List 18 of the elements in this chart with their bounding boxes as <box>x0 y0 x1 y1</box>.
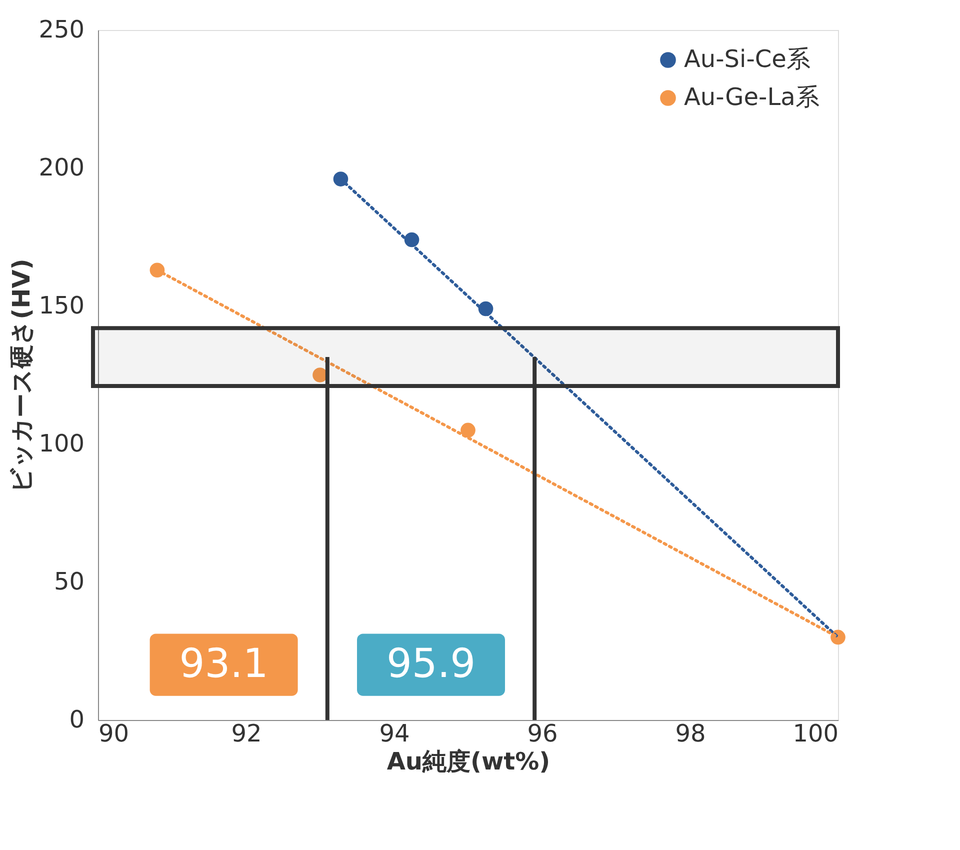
legend-label: Au-Si-Ce系 <box>684 45 810 73</box>
y-tick-label: 0 <box>69 706 84 734</box>
y-tick-label: 250 <box>38 16 84 44</box>
x-tick-label: 94 <box>379 720 410 748</box>
x-tick-label: 96 <box>527 720 558 748</box>
x-axis-title: Au純度(wt%) <box>386 748 550 776</box>
ref-line-label: 93.1 <box>179 640 268 687</box>
ref-line-label: 95.9 <box>386 640 476 687</box>
y-tick-label: 200 <box>38 154 84 182</box>
y-tick-label: 50 <box>54 568 84 596</box>
x-tick-label: 90 <box>98 720 130 748</box>
y-tick-label: 150 <box>38 292 84 320</box>
legend-label: Au-Ge-La系 <box>684 83 820 111</box>
y-axis-title: ビッカース硬さ(HV) <box>8 258 36 492</box>
y-tick-label: 100 <box>38 430 84 458</box>
x-tick-label: 100 <box>792 720 838 748</box>
x-tick-label: 98 <box>675 720 706 748</box>
x-tick-label: 92 <box>231 720 262 748</box>
